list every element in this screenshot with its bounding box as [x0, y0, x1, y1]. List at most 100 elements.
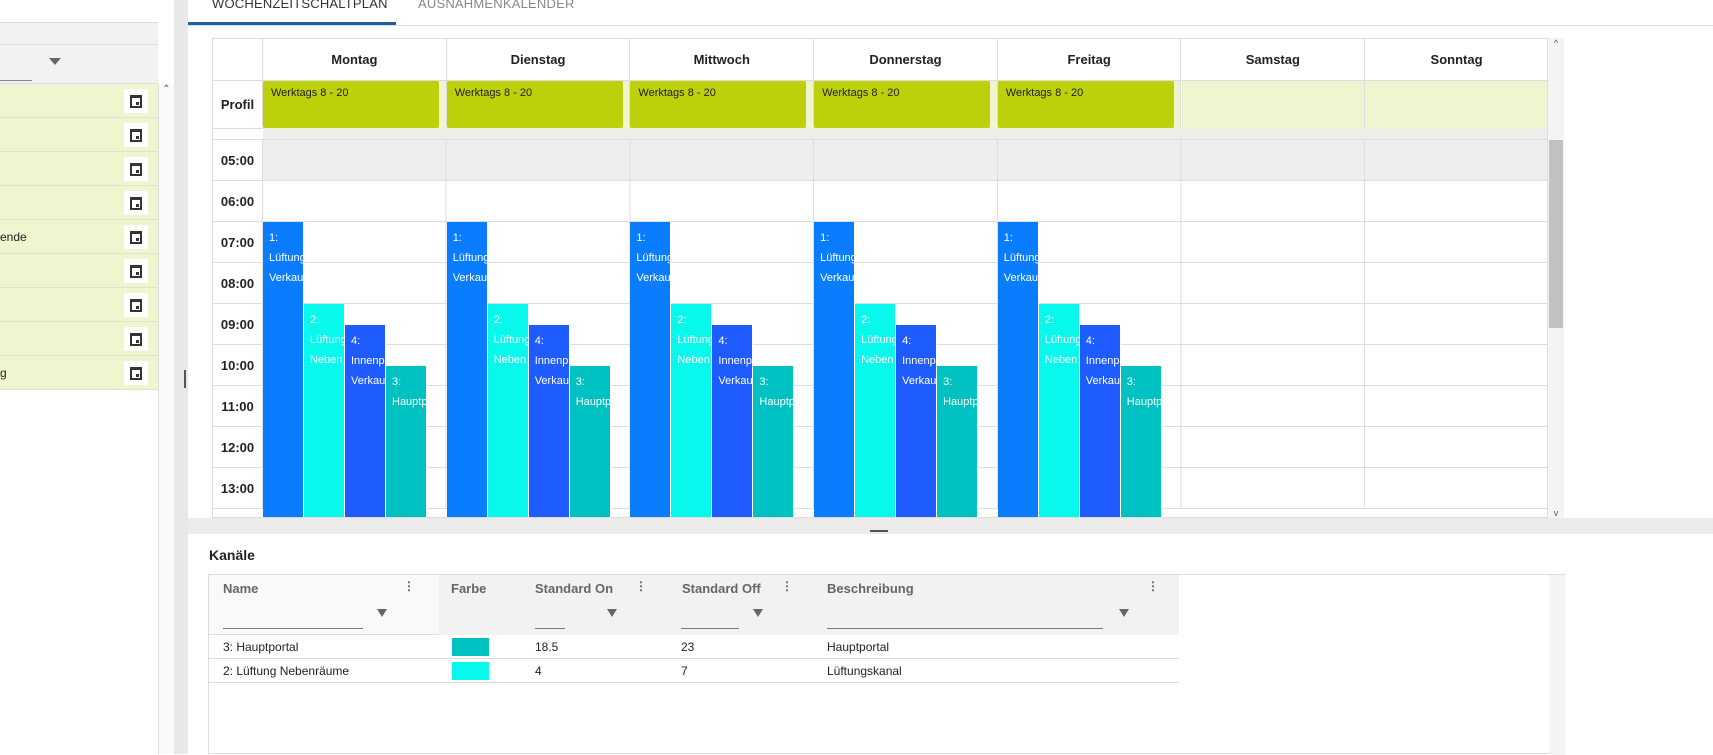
filter-icon[interactable]: [607, 609, 617, 617]
event-label: Neben: [1044, 354, 1078, 366]
event-label: 4:: [1085, 334, 1095, 347]
profile-block[interactable]: Werktags 8 - 20: [814, 81, 991, 128]
filter-input[interactable]: [0, 80, 32, 81]
desc-filter-input[interactable]: [827, 628, 1103, 629]
scroll-up-icon[interactable]: ⌃: [162, 84, 171, 95]
calendar-button[interactable]: [124, 225, 148, 249]
event-label: 3:: [575, 375, 585, 388]
color-swatch: [452, 662, 489, 680]
event-label: Lüftung: [820, 252, 856, 264]
schedule-event[interactable]: 4: Innenp Verkau: [528, 324, 570, 517]
event-label: Neben: [677, 354, 710, 366]
schedule-event[interactable]: 1: Lüftung Verkau: [263, 222, 304, 517]
col-header-farbe[interactable]: Farbe: [451, 581, 487, 596]
list-item[interactable]: [0, 152, 158, 186]
column-menu-icon[interactable]: ⋮: [1147, 579, 1159, 593]
calendar-button[interactable]: [124, 361, 148, 385]
list-item[interactable]: [0, 288, 158, 322]
list-item[interactable]: [0, 254, 158, 288]
column-menu-icon[interactable]: ⋮: [403, 579, 415, 593]
calendar-button[interactable]: [124, 123, 148, 147]
cell-standard-off: 23: [681, 640, 695, 654]
schedule-event[interactable]: 2: Lüftung Neben: [1038, 304, 1080, 517]
calendar-button[interactable]: [124, 89, 148, 113]
name-filter-input[interactable]: [223, 628, 363, 629]
schedule-event[interactable]: 2: Lüftung Neben: [671, 304, 713, 517]
schedule-scrollbar[interactable]: ^ v: [1548, 38, 1564, 518]
day-header: Mittwoch: [630, 39, 815, 81]
grid-scrollbar[interactable]: [1549, 575, 1565, 755]
corner-cell: [213, 39, 263, 81]
event-label: 3:: [943, 375, 953, 388]
calendar-button[interactable]: [124, 293, 148, 317]
schedule-event[interactable]: 3: Hauptp: [937, 365, 979, 517]
col-header-standard-off[interactable]: Standard Off: [682, 581, 761, 596]
schedule-event[interactable]: 1: Lüftung Verkau: [814, 222, 856, 517]
profile-block[interactable]: Werktags 8 - 20: [630, 81, 807, 128]
schedule-event[interactable]: 3: Hauptp: [753, 365, 795, 517]
horizontal-splitter[interactable]: [188, 518, 1713, 534]
schedule-event[interactable]: 4: Innenp Verkau: [1079, 324, 1121, 517]
list-item[interactable]: g: [0, 356, 158, 390]
schedule-event[interactable]: 3: Hauptp: [386, 365, 427, 517]
event-label: 3:: [392, 375, 402, 388]
event-label: Hauptp: [392, 395, 427, 408]
list-item[interactable]: [0, 186, 158, 220]
splitter-handle[interactable]: [870, 530, 888, 532]
time-label: 13:00: [213, 468, 263, 509]
event-label: 3:: [1126, 375, 1136, 388]
event-label: Verkau: [820, 272, 855, 284]
calendar-button[interactable]: [124, 327, 148, 351]
profile-block[interactable]: Werktags 8 - 20: [263, 81, 439, 128]
scroll-down-icon[interactable]: v: [1553, 508, 1559, 518]
schedule-event[interactable]: 4: Innenp Verkau: [712, 324, 754, 517]
list-item[interactable]: [0, 322, 158, 356]
schedule-event[interactable]: 4: Innenp Verkau: [345, 324, 386, 517]
splitter[interactable]: [174, 0, 188, 754]
table-row[interactable]: 2: Lüftung Nebenräume 4 7 Lüftungskanal: [209, 659, 1179, 683]
tab-wochenzeitschaltplan[interactable]: WOCHENZEITSCHALTPLAN: [212, 0, 388, 11]
filter-icon[interactable]: [377, 609, 387, 617]
event-label: Lüftung: [636, 252, 672, 264]
calendar-icon: [130, 230, 142, 244]
filter-icon[interactable]: [1119, 609, 1129, 617]
profile-block[interactable]: Werktags 8 - 20: [997, 81, 1174, 128]
filter-icon[interactable]: [753, 609, 763, 617]
calendar-button[interactable]: [124, 157, 148, 181]
scroll-up-icon[interactable]: ^: [1553, 38, 1559, 48]
event-label: Verkau: [636, 272, 671, 284]
event-label: Hauptp: [759, 395, 795, 408]
event-label: 4:: [718, 334, 728, 347]
event-label: Innenp: [351, 354, 385, 367]
col-header-standard-on[interactable]: Standard On: [535, 581, 614, 596]
list-item[interactable]: [0, 118, 158, 152]
off-filter-input[interactable]: [681, 628, 739, 629]
schedule-event[interactable]: 1: Lüftung Verkau: [446, 222, 488, 517]
column-menu-icon[interactable]: ⋮: [635, 579, 647, 593]
col-header-beschreibung[interactable]: Beschreibung: [827, 581, 914, 596]
list-item[interactable]: [0, 84, 158, 118]
schedule-event[interactable]: 2: Lüftung Neben: [304, 304, 345, 517]
scroll-thumb[interactable]: [1549, 140, 1563, 328]
column-menu-icon[interactable]: ⋮: [781, 579, 793, 593]
tab-ausnahmenkalender[interactable]: AUSNAHMENKALENDER: [418, 0, 575, 11]
splitter-handle[interactable]: [184, 370, 186, 388]
schedule-event[interactable]: 3: Hauptp: [1120, 365, 1162, 517]
calendar-button[interactable]: [124, 259, 148, 283]
event-label: Innenp: [1085, 354, 1120, 367]
on-filter-input[interactable]: [535, 628, 565, 629]
schedule-event[interactable]: 2: Lüftung Neben: [487, 304, 529, 517]
event-label: Neben: [310, 354, 343, 366]
calendar-button[interactable]: [124, 191, 148, 215]
schedule-event[interactable]: 1: Lüftung Verkau: [997, 222, 1039, 517]
filter-icon[interactable]: [49, 58, 61, 65]
profile-block[interactable]: Werktags 8 - 20: [446, 81, 623, 128]
left-scrollbar[interactable]: ⌃: [158, 84, 174, 754]
list-item[interactable]: ende: [0, 220, 158, 254]
schedule-event[interactable]: 2: Lüftung Neben: [855, 304, 897, 517]
schedule-event[interactable]: 4: Innenp Verkau: [896, 324, 938, 517]
table-row[interactable]: 3: Hauptportal 18.5 23 Hauptportal: [209, 635, 1179, 659]
schedule-event[interactable]: 1: Lüftung Verkau: [630, 222, 672, 517]
col-header-name[interactable]: Name: [223, 581, 259, 596]
schedule-event[interactable]: 3: Hauptp: [569, 365, 611, 517]
